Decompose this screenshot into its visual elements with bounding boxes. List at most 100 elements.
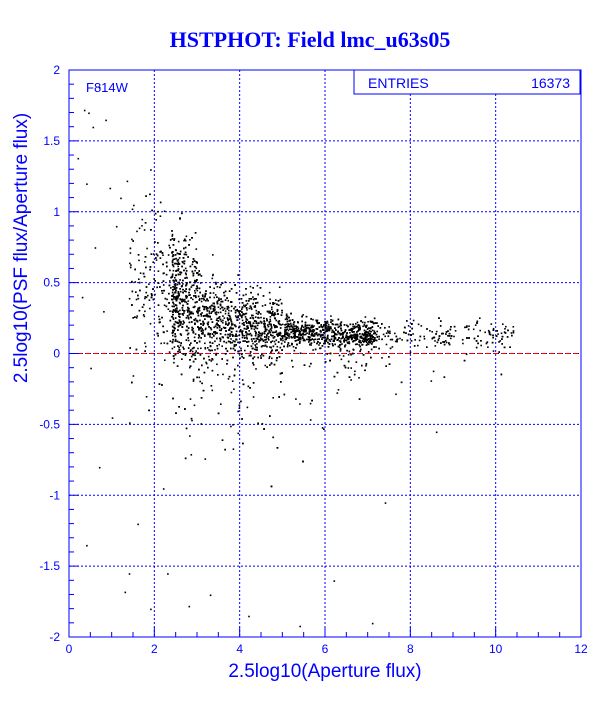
data-point [226, 359, 229, 362]
data-point [272, 314, 274, 316]
data-point [225, 341, 228, 344]
data-point [303, 338, 305, 341]
data-point [259, 287, 262, 289]
data-point [361, 364, 363, 367]
data-point [179, 288, 181, 290]
data-point [265, 336, 268, 339]
data-point [266, 335, 268, 337]
data-point [205, 361, 207, 364]
data-point [252, 357, 254, 360]
data-point [355, 336, 358, 339]
data-point [194, 333, 197, 335]
data-point [245, 288, 247, 290]
data-point [379, 327, 382, 329]
data-point [175, 262, 177, 265]
data-point [171, 273, 174, 276]
data-point [179, 316, 181, 318]
data-point [352, 325, 354, 328]
data-point [213, 326, 215, 329]
y-tick-labels: -2-1.5-1-0.500.511.52 [39, 63, 60, 644]
data-point [196, 272, 198, 274]
data-point [190, 454, 193, 456]
data-point [356, 325, 358, 328]
data-point [353, 336, 355, 338]
data-point [158, 318, 161, 321]
data-point [185, 329, 187, 332]
data-point [318, 326, 321, 328]
data-point [294, 337, 296, 339]
data-point [217, 306, 220, 308]
data-point [433, 336, 436, 339]
data-point [335, 329, 337, 331]
data-point [250, 306, 252, 309]
data-point [192, 284, 195, 286]
data-point [331, 343, 334, 345]
data-point [438, 317, 440, 319]
data-point [487, 329, 490, 332]
data-point [166, 298, 168, 301]
data-point [129, 252, 132, 254]
data-point [215, 354, 217, 356]
data-point [191, 263, 194, 266]
data-point [252, 314, 254, 317]
data-point [350, 329, 353, 332]
data-point [243, 304, 245, 307]
data-point [211, 321, 214, 323]
data-point [235, 330, 238, 333]
data-point [228, 318, 231, 320]
data-point [322, 329, 324, 331]
data-point [249, 317, 252, 319]
data-point [219, 286, 221, 289]
data-point [176, 340, 179, 343]
data-point [277, 341, 280, 343]
data-point [384, 335, 386, 338]
data-point [338, 325, 341, 328]
data-point [269, 302, 271, 305]
data-point [216, 327, 219, 329]
data-point [238, 330, 241, 333]
data-point [296, 330, 299, 332]
data-point [190, 312, 193, 315]
data-point [348, 376, 351, 378]
data-point [238, 311, 240, 314]
data-points [77, 87, 515, 628]
data-point [168, 292, 170, 295]
data-point [365, 338, 368, 341]
data-point [480, 344, 482, 347]
data-point [195, 319, 198, 322]
data-point [270, 351, 272, 354]
data-point [201, 382, 203, 385]
data-point [327, 329, 330, 332]
data-point [272, 303, 274, 305]
data-point [179, 218, 181, 220]
data-point [299, 330, 302, 333]
data-point [319, 347, 321, 350]
data-point [168, 244, 170, 247]
data-point [131, 381, 133, 384]
data-point [194, 323, 196, 325]
data-point [188, 294, 190, 296]
data-point [320, 325, 322, 328]
data-point [279, 372, 282, 375]
data-point [175, 295, 178, 298]
data-point [284, 331, 286, 333]
data-point [357, 330, 359, 332]
data-point [239, 314, 242, 317]
data-point [172, 334, 174, 337]
data-point [330, 327, 332, 330]
data-point [464, 326, 466, 329]
data-point [295, 398, 297, 400]
data-point [312, 335, 315, 337]
data-point [364, 336, 367, 338]
data-point [83, 109, 86, 112]
data-point [198, 287, 201, 290]
data-point [216, 345, 218, 347]
data-point [448, 343, 451, 346]
data-point [267, 337, 270, 340]
data-point [174, 309, 177, 312]
data-point [309, 402, 312, 405]
data-point [381, 323, 383, 325]
data-point [242, 313, 244, 315]
data-point [209, 296, 211, 299]
data-point [135, 298, 138, 301]
